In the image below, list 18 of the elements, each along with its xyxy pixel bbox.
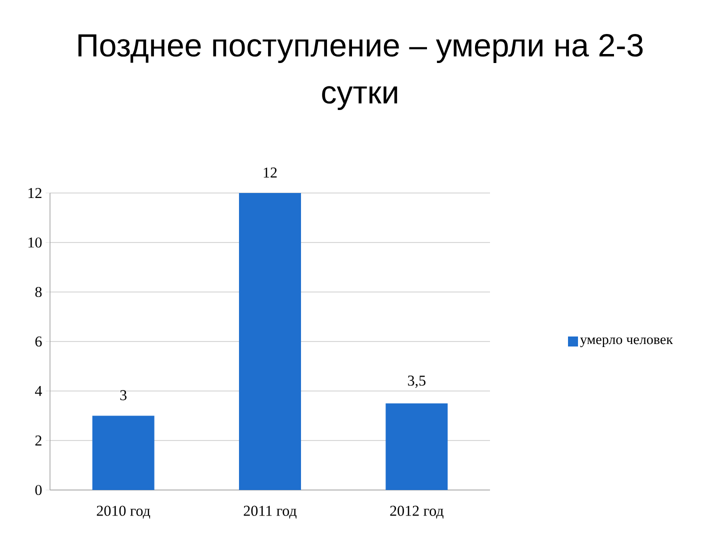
y-tick-label: 10 xyxy=(28,237,42,248)
y-tick-label: 4 xyxy=(35,386,42,396)
data-label: 12 xyxy=(264,168,277,178)
data-label: 3 xyxy=(120,390,127,400)
bar xyxy=(92,416,154,490)
y-tick-label: 2 xyxy=(35,436,42,446)
x-tick-label: 2010 год xyxy=(96,506,150,519)
y-tick-label: 6 xyxy=(35,336,42,347)
y-tick-label: 8 xyxy=(35,286,42,298)
x-tick-label: 2011 год xyxy=(244,506,297,519)
legend-label: умерло человек xyxy=(580,337,673,348)
y-tick-label: 12 xyxy=(28,188,42,198)
bar xyxy=(239,192,302,490)
data-label: 3,5 xyxy=(408,376,426,388)
y-tick-label: 0 xyxy=(35,484,42,496)
bar xyxy=(386,403,448,490)
chart-title: Позднее поступление – умерли на 2-3 сутки xyxy=(78,34,643,110)
x-tick-label: 2012 год xyxy=(390,506,444,519)
